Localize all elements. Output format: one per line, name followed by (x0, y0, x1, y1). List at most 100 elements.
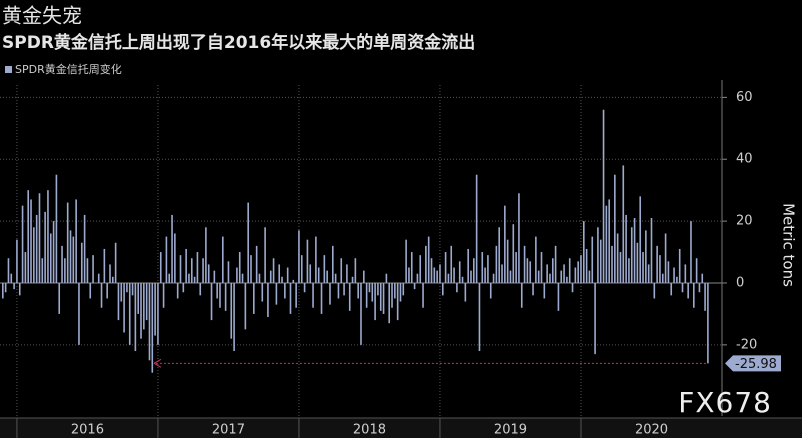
bar (213, 270, 216, 283)
bar (10, 273, 13, 283)
bar (298, 230, 300, 283)
bar (549, 273, 551, 283)
bar (444, 252, 447, 283)
bar (585, 248, 588, 283)
bar (216, 282, 218, 299)
bar (678, 248, 681, 283)
bar (464, 282, 467, 302)
bar (30, 199, 32, 283)
bar (616, 233, 619, 283)
bar (614, 174, 616, 283)
bar (69, 230, 72, 283)
bar (131, 282, 134, 296)
bar (563, 264, 565, 283)
bar (473, 258, 475, 283)
bar (261, 282, 264, 302)
bar (408, 267, 410, 283)
bar (334, 273, 337, 283)
bar (698, 282, 701, 293)
bar (681, 282, 684, 293)
bar (207, 264, 210, 283)
bar (608, 199, 610, 283)
bar (145, 282, 148, 321)
bar (52, 221, 55, 283)
bar (97, 273, 100, 283)
chart-subtitle: SPDR黄金信托上周出现了自2016年以来最大的单周资金流出 (2, 32, 475, 53)
bar (346, 264, 348, 283)
bar (453, 267, 455, 283)
bar (168, 273, 171, 283)
bar (495, 245, 498, 283)
bar (109, 264, 111, 283)
bar (512, 224, 515, 283)
value-label-box (725, 355, 781, 372)
bar (413, 282, 416, 290)
bar (193, 276, 196, 283)
bar (281, 276, 283, 283)
bar (481, 252, 484, 283)
bar (701, 273, 704, 283)
bar (487, 255, 489, 283)
bar (419, 255, 422, 283)
bar (670, 282, 673, 296)
bar (227, 261, 230, 283)
bar (174, 233, 176, 283)
bar (433, 267, 436, 283)
bar (537, 270, 540, 283)
bar (190, 258, 193, 283)
bar (253, 282, 255, 314)
bar (661, 273, 664, 283)
bar (405, 239, 407, 283)
bar (653, 282, 656, 299)
bar (157, 282, 159, 345)
bar (583, 221, 585, 283)
bar (526, 258, 529, 283)
bar (622, 165, 625, 283)
legend-label: SPDR黄金信托周变化 (15, 62, 122, 76)
bar (489, 282, 492, 299)
bar (49, 233, 52, 283)
bar (27, 190, 30, 283)
bar (535, 236, 537, 283)
bar (427, 236, 430, 283)
bar (642, 252, 644, 283)
bar (605, 205, 608, 283)
bar (515, 252, 517, 283)
bar (458, 261, 461, 283)
bar (690, 221, 692, 283)
bar (456, 282, 458, 293)
bar (492, 273, 495, 283)
y-tick-label: 40 (736, 152, 753, 167)
bar (306, 239, 309, 283)
bar (236, 267, 238, 283)
bar (568, 258, 571, 283)
x-tick-label: 2016 (71, 423, 104, 438)
bar (357, 282, 359, 299)
bar (540, 252, 543, 283)
bar (78, 282, 80, 345)
bar (182, 282, 185, 293)
bar (315, 236, 317, 283)
bar (498, 227, 500, 283)
bar (58, 282, 61, 314)
bar (571, 282, 574, 293)
bar (100, 282, 103, 308)
bar (707, 282, 709, 364)
bar (591, 236, 594, 283)
bar (162, 282, 165, 308)
bar (317, 267, 320, 283)
bar (61, 245, 63, 283)
bar (554, 245, 557, 283)
bar (470, 270, 472, 283)
bar (543, 282, 546, 299)
bar (326, 270, 328, 283)
bar (18, 282, 21, 296)
bar (518, 193, 520, 283)
bar (44, 211, 46, 283)
y-tick-label: -20 (736, 337, 757, 352)
bar (402, 282, 405, 296)
bar (340, 258, 343, 283)
bar (224, 282, 227, 311)
